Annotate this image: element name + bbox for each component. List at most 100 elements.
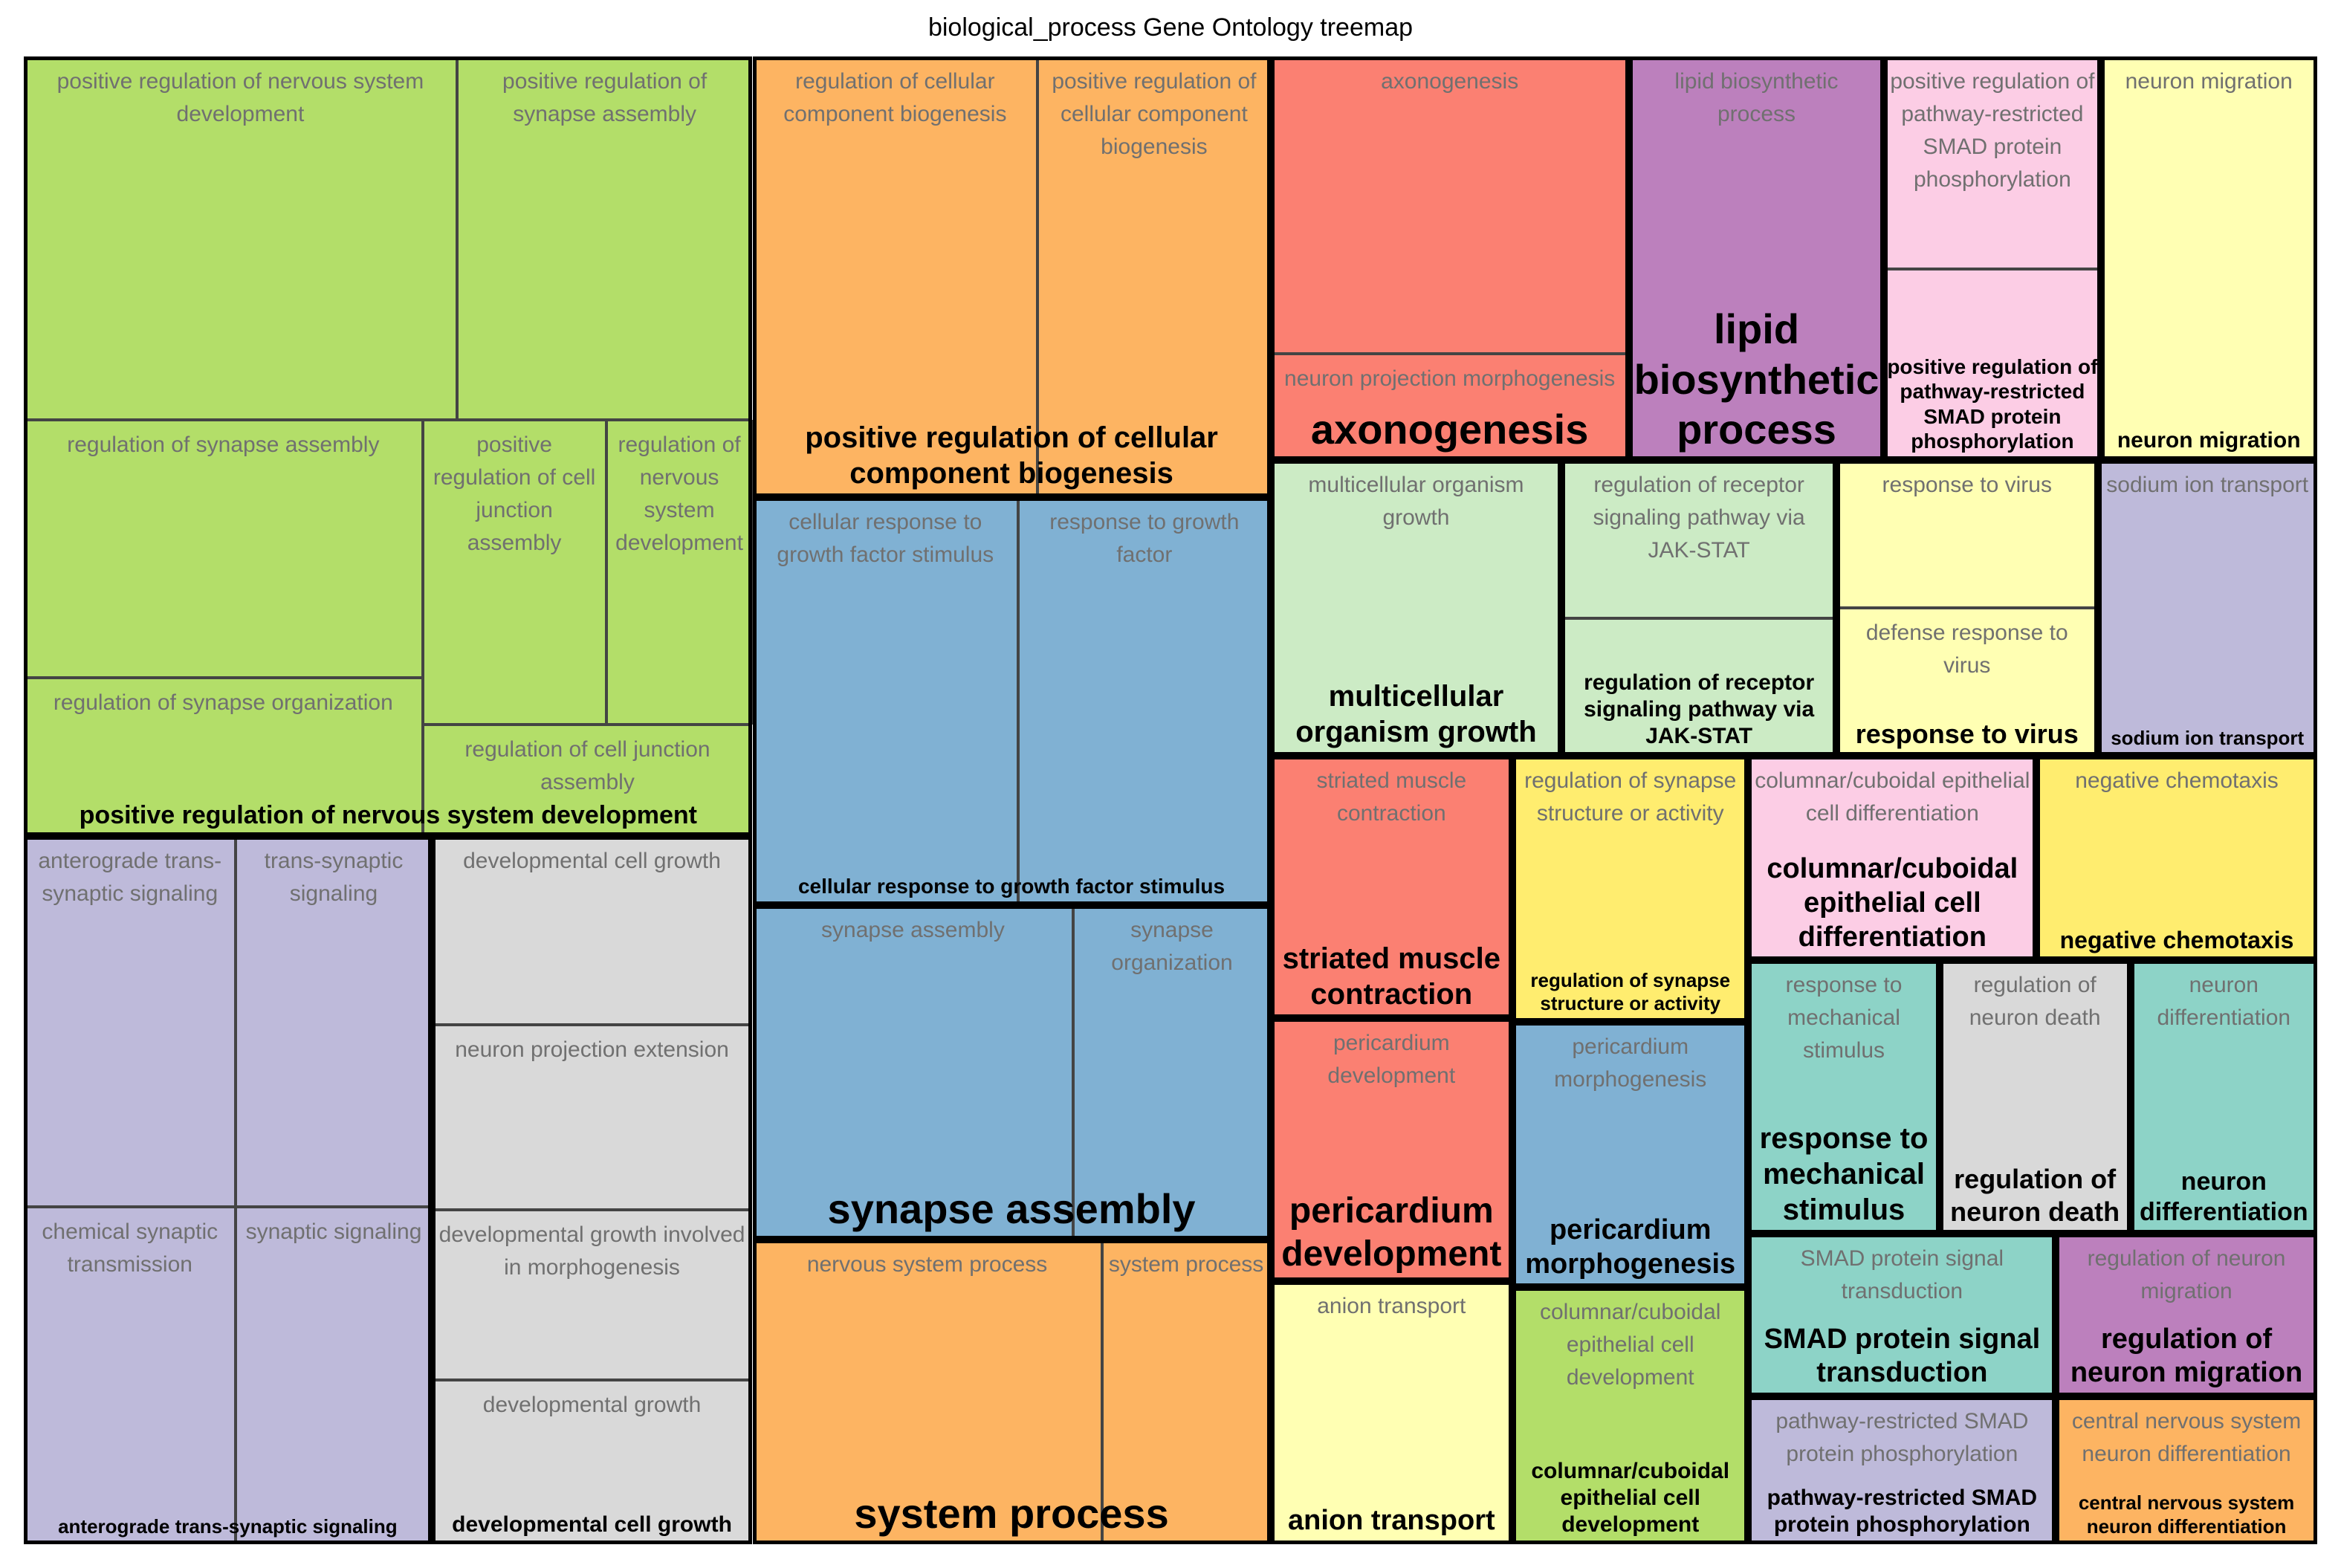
- tile-label: regulation of receptor signaling pathway…: [1593, 472, 1805, 563]
- tile-label: developmental growth: [482, 1392, 702, 1417]
- tile: [1884, 56, 2101, 269]
- group-label: positive regulation of cellular componen…: [805, 421, 1218, 490]
- tile: [1628, 56, 1885, 460]
- group-border: [1512, 1287, 1749, 1544]
- group-label: SMAD protein signal transduction: [1764, 1323, 2041, 1389]
- tile-label: negative chemotaxis: [2075, 768, 2279, 793]
- group-label: sodium ion transport: [2111, 726, 2305, 749]
- group-border: [2056, 1233, 2317, 1396]
- tile-label: regulation of synapse structure or activ…: [1524, 768, 1737, 826]
- group-label: anterograde trans-synaptic signaling: [58, 1514, 398, 1538]
- tile-label: response to virus: [1882, 472, 2052, 497]
- tile: [752, 1239, 1102, 1544]
- tile: [24, 56, 457, 420]
- tile-label: anterograde trans-synaptic signaling: [38, 849, 222, 907]
- tile: [752, 904, 1074, 1240]
- tile-label: axonogenesis: [1381, 69, 1519, 94]
- tile-label: synapse organization: [1111, 917, 1233, 975]
- tile-label: developmental growth involved in morphog…: [438, 1222, 745, 1280]
- group-border: [1561, 459, 1836, 756]
- tile-label: pericardium morphogenesis: [1554, 1034, 1707, 1092]
- tile: [1270, 459, 1562, 756]
- tile-label: columnar/cuboidal epithelial cell develo…: [1539, 1300, 1721, 1390]
- group-border: [1748, 755, 2037, 961]
- tile-label: synapse assembly: [821, 917, 1005, 942]
- tile-label: columnar/cuboidal epithelial cell differ…: [1755, 768, 2030, 826]
- tile-label: chemical synaptic transmission: [42, 1219, 218, 1277]
- tile-label: regulation of cell junction assembly: [464, 736, 710, 794]
- tile-label: neuron projection extension: [455, 1037, 729, 1062]
- tile-label: nervous system process: [806, 1251, 1048, 1277]
- tile: [24, 419, 423, 678]
- group-border: [1270, 1281, 1513, 1544]
- tile: [1073, 904, 1271, 1240]
- tile-label: regulation of nervous system development: [615, 432, 743, 555]
- tile: [1884, 268, 2101, 460]
- tile-label: neuron projection morphogenesis: [1284, 366, 1616, 392]
- tile-label: system process: [1108, 1251, 1264, 1277]
- tile: [1101, 1239, 1271, 1544]
- group-label: lipid biosynthetic process: [1633, 305, 1879, 453]
- tile: [1512, 1021, 1749, 1288]
- tile: [1748, 755, 2037, 961]
- tile: [24, 678, 423, 837]
- group-border: [752, 1239, 1271, 1544]
- group-label: striated muscle contraction: [1282, 942, 1501, 1011]
- group-border: [752, 904, 1271, 1240]
- group-border: [431, 836, 753, 1544]
- group-label: pericardium development: [1281, 1190, 1502, 1274]
- tile-label: positive regulation of nervous system de…: [56, 69, 424, 127]
- tile-label: synaptic signaling: [245, 1219, 422, 1244]
- tile-label: positive regulation of cell junction ass…: [433, 432, 596, 555]
- tile-label: regulation of synapse organization: [53, 690, 393, 716]
- tile: [422, 419, 606, 725]
- group-label: central nervous system neuron differenti…: [2078, 1491, 2295, 1538]
- group-border: [1628, 56, 1885, 460]
- tile: [236, 1206, 432, 1544]
- group-border: [1748, 1396, 2056, 1544]
- group-label: regulation of neuron migration: [2070, 1323, 2303, 1389]
- tile-label: response to mechanical stimulus: [1785, 973, 1903, 1063]
- group-label: regulation of receptor signaling pathway…: [1584, 670, 1815, 748]
- group-border: [1512, 1021, 1749, 1288]
- tile: [431, 1209, 753, 1380]
- group-label: regulation of neuron death: [1950, 1164, 2120, 1227]
- tile-label: striated muscle contraction: [1316, 768, 1467, 826]
- group-label: regulation of synapse structure or activ…: [1530, 969, 1731, 1015]
- group-border: [2100, 56, 2317, 460]
- group-border: [1836, 459, 2098, 756]
- group-border: [1512, 755, 1749, 1022]
- tile-label: defense response to virus: [1865, 620, 2068, 678]
- tile-label: trans-synaptic signaling: [264, 849, 404, 907]
- group-label: positive regulation of nervous system de…: [79, 800, 697, 829]
- group-label: response to virus: [1855, 718, 2079, 749]
- tile: [2056, 1396, 2317, 1544]
- group-border: [2130, 960, 2317, 1234]
- group-label: neuron differentiation: [2139, 1167, 2308, 1227]
- tile: [1018, 497, 1271, 905]
- group-border: [24, 56, 753, 837]
- group-border: [2097, 459, 2317, 756]
- tile: [422, 724, 753, 837]
- tile-label: anion transport: [1317, 1294, 1466, 1319]
- tile: [1037, 56, 1271, 498]
- group-label: positive regulation of pathway-restricte…: [1887, 354, 2098, 453]
- group-border: [1939, 960, 2131, 1234]
- tile-label: regulation of neuron death: [1969, 973, 2101, 1031]
- tile: [431, 1024, 753, 1210]
- group-border: [1270, 459, 1562, 756]
- group-border: [2056, 1396, 2317, 1544]
- tile: [24, 836, 236, 1207]
- chart-title: biological_process Gene Ontology treemap: [927, 13, 1414, 42]
- tile: [752, 56, 1038, 498]
- tile-label: lipid biosynthetic process: [1674, 69, 1839, 127]
- group-label: pericardium morphogenesis: [1525, 1214, 1736, 1280]
- tile-label: positive regulation of pathway-restricte…: [1890, 69, 2095, 192]
- group-label: negative chemotaxis: [2059, 926, 2294, 953]
- tile-label: regulation of neuron migration: [2087, 1245, 2286, 1303]
- group-label: anion transport: [1287, 1505, 1495, 1537]
- group-border: [1748, 1233, 2056, 1396]
- group-label: columnar/cuboidal epithelial cell differ…: [1767, 853, 2018, 953]
- group-border: [1270, 1018, 1513, 1282]
